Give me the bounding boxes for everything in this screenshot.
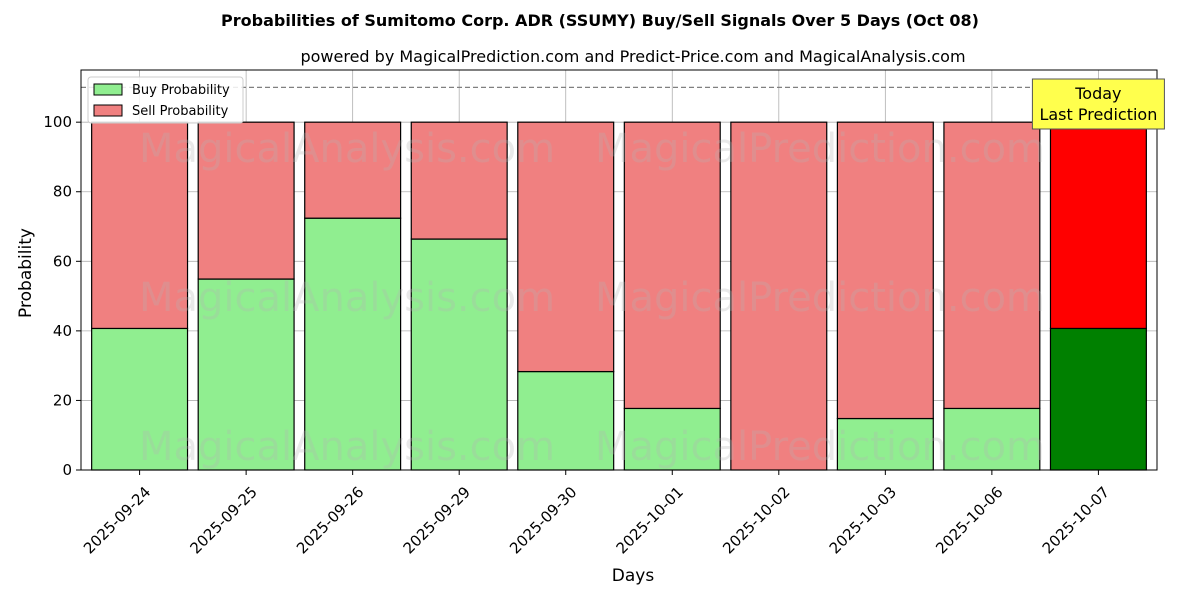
legend-swatch-buy bbox=[93, 83, 123, 96]
watermark-text: MagicalAnalysis.com bbox=[139, 424, 555, 470]
annotation-box bbox=[1031, 78, 1165, 130]
x-tick-label: 2025-10-06 bbox=[932, 483, 1006, 557]
legend: Buy Probability Sell Probability bbox=[87, 76, 244, 124]
x-tick-label: 2025-09-26 bbox=[293, 483, 367, 557]
y-tick-label: 20 bbox=[53, 391, 72, 409]
chart-subtitle: powered by MagicalPrediction.com and Pre… bbox=[300, 47, 965, 66]
buy-bar bbox=[410, 238, 508, 471]
annotation-today: Today bbox=[1074, 84, 1121, 103]
sell-bar bbox=[517, 121, 615, 373]
x-tick-label: 2025-10-07 bbox=[1039, 483, 1113, 557]
buy-bar bbox=[517, 370, 615, 471]
sell-bar bbox=[623, 121, 721, 410]
sell-bar bbox=[91, 121, 189, 330]
x-tick-label: 2025-09-29 bbox=[400, 483, 474, 557]
x-tick-label: 2025-10-01 bbox=[613, 483, 687, 557]
plot-frame bbox=[80, 69, 1158, 471]
y-tick-label: 0 bbox=[62, 461, 72, 479]
y-tick-label: 100 bbox=[43, 113, 72, 131]
x-axis-label: Days bbox=[612, 566, 655, 586]
x-tick-label: 2025-10-03 bbox=[826, 483, 900, 557]
sell-bar bbox=[1049, 121, 1147, 330]
legend-label-sell: Sell Probability bbox=[132, 104, 229, 119]
y-ticks: 0 20 40 60 80 100 bbox=[43, 113, 81, 479]
legend-box bbox=[87, 76, 244, 124]
sell-bar bbox=[836, 121, 934, 420]
sell-bar bbox=[943, 121, 1041, 410]
y-axis-label: Probability bbox=[16, 228, 36, 318]
sell-bar bbox=[197, 121, 295, 280]
x-tick-label: 2025-10-02 bbox=[719, 483, 793, 557]
watermark-text: MagicalAnalysis.com bbox=[139, 275, 555, 321]
x-tick-label: 2025-09-25 bbox=[187, 483, 261, 557]
y-tick-label: 40 bbox=[53, 322, 72, 340]
sell-bar bbox=[410, 121, 508, 240]
buy-bar bbox=[623, 407, 721, 471]
buy-bar bbox=[91, 327, 189, 471]
buy-bar bbox=[943, 407, 1041, 471]
x-tick-label: 2025-09-30 bbox=[506, 483, 580, 557]
buy-bar bbox=[1049, 327, 1147, 471]
buy-bar bbox=[304, 217, 402, 471]
y-tick-label: 60 bbox=[53, 252, 72, 270]
chart-title: Probabilities of Sumitomo Corp. ADR (SSU… bbox=[221, 11, 979, 30]
today-annotation: Today Last Prediction bbox=[1031, 78, 1165, 130]
x-tick-label: 2025-09-24 bbox=[80, 483, 154, 557]
watermark-text: MagicalPrediction.com bbox=[595, 424, 1045, 470]
annotation-last-prediction: Last Prediction bbox=[1039, 105, 1157, 124]
x-ticks: 2025-09-24 2025-09-25 2025-09-26 2025-09-29… bbox=[80, 470, 1113, 557]
y-tick-label: 80 bbox=[53, 183, 72, 201]
bars bbox=[91, 121, 1147, 471]
watermark-text: MagicalPrediction.com bbox=[595, 275, 1045, 321]
watermark-text: MagicalAnalysis.com bbox=[139, 126, 555, 172]
watermarks: MagicalAnalysis.com MagicalPrediction.com… bbox=[139, 126, 1045, 470]
legend-label-buy: Buy Probability bbox=[132, 83, 230, 98]
legend-swatch-sell bbox=[93, 104, 123, 117]
watermark-text: MagicalPrediction.com bbox=[595, 126, 1045, 172]
sell-bar bbox=[730, 121, 828, 471]
sell-bar bbox=[304, 121, 402, 219]
buy-bar bbox=[836, 417, 934, 471]
